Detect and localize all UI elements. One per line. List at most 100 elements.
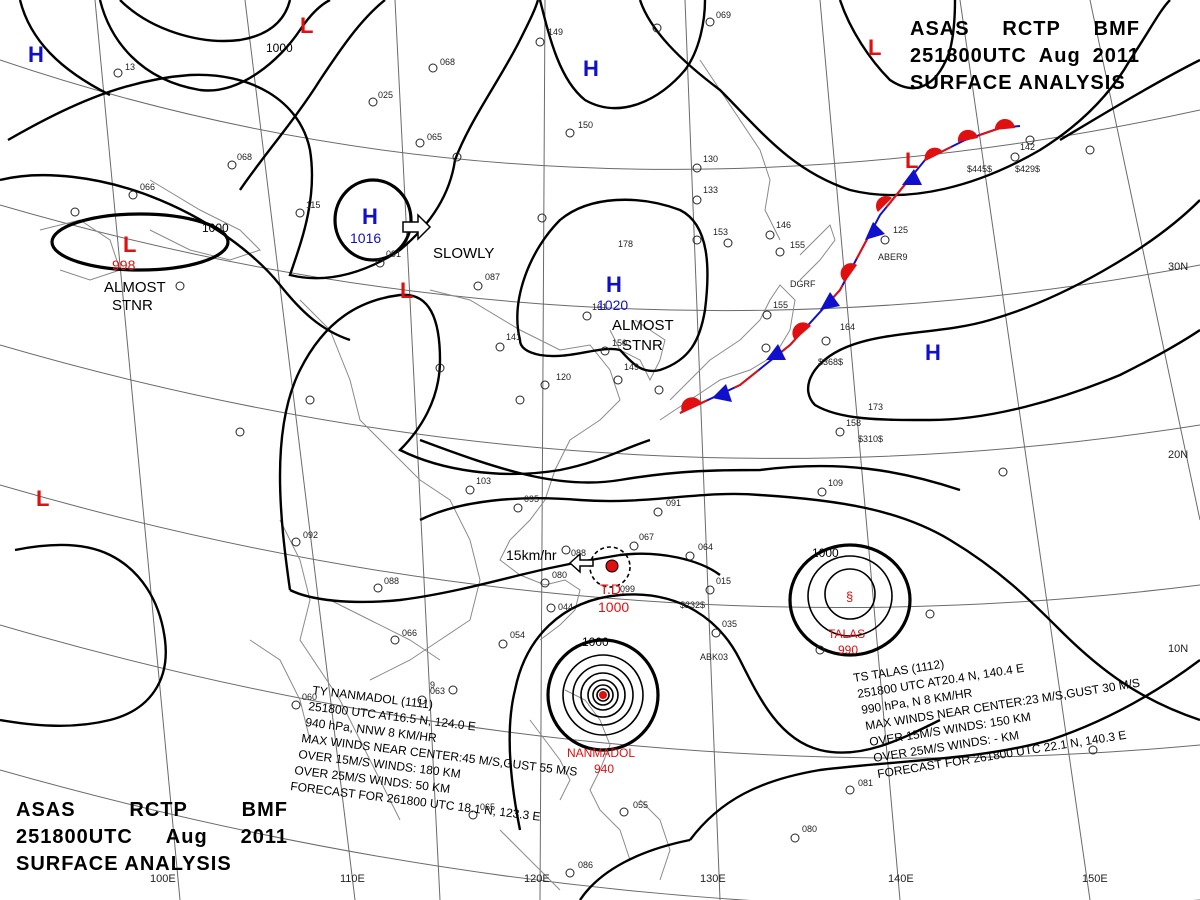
low-center: L (905, 148, 918, 173)
svg-text:099: 099 (620, 584, 635, 594)
valid-time: 251800UTC (16, 826, 133, 848)
storm-talas: § TALAS 990 (828, 589, 865, 657)
agency-code: BMF (1093, 18, 1140, 40)
lon-label-150e: 150E (1082, 873, 1108, 885)
svg-text:064: 064 (698, 542, 713, 552)
lon-label-110e: 110E (340, 873, 365, 885)
svg-text:146: 146 (776, 220, 791, 230)
valid-year: 2011 (240, 826, 288, 848)
svg-text:155: 155 (773, 300, 788, 310)
svg-text:STNR: STNR (622, 337, 663, 354)
pressure-centers: H H H H H L L L L L L (28, 13, 941, 511)
high-pressure-value: 1016 (350, 230, 381, 246)
header-title: SURFACE ANALYSIS (16, 853, 232, 875)
agency-code: ASAS (910, 18, 970, 40)
high-center: H (28, 42, 44, 67)
svg-text:068: 068 (237, 152, 252, 162)
svg-text:149: 149 (624, 362, 639, 372)
svg-text:092: 092 (303, 530, 318, 540)
lon-label-140e: 140E (888, 873, 914, 885)
svg-text:066: 066 (140, 182, 155, 192)
motion-labels: SLOWLY ALMOST STNR ALMOST STNR 15km/hr (104, 245, 674, 563)
svg-text:054: 054 (510, 630, 525, 640)
lon-label-130e: 130E (700, 873, 726, 885)
svg-text:150: 150 (578, 120, 593, 130)
svg-text:055: 055 (633, 800, 648, 810)
low-center: L (300, 13, 313, 38)
stationary-front (679, 118, 1021, 414)
svg-text:1000: 1000 (202, 221, 229, 235)
lon-label-100e: 100E (150, 873, 176, 885)
svg-text:ALMOST: ALMOST (104, 279, 166, 296)
svg-text:065: 065 (480, 802, 495, 812)
low-center: L (36, 486, 49, 511)
valid-year: 2011 (1092, 45, 1140, 67)
svg-text:149: 149 (548, 27, 563, 37)
svg-text:068: 068 (440, 57, 455, 67)
tropical-depression: T.D. 1000 (598, 559, 629, 615)
low-pressure-value: 998 (112, 257, 136, 273)
svg-text:044: 044 (558, 602, 573, 612)
svg-text:ABER9: ABER9 (878, 252, 908, 262)
valid-month: Aug (165, 826, 208, 848)
svg-text:142: 142 (1020, 142, 1035, 152)
lat-label-30n: 30N (1168, 261, 1188, 273)
closed-isobars (50, 178, 912, 752)
station-numbers: 13 068 066 115 091 065 068 025 087 141 120 161 1… (125, 10, 1035, 870)
header-time-row: 251800UTC Aug 2011 (16, 824, 288, 851)
svg-text:$310$: $310$ (858, 434, 883, 444)
agency-code: RCTP (1002, 18, 1061, 40)
svg-text:088: 088 (384, 576, 399, 586)
svg-text:091: 091 (666, 498, 681, 508)
high-center: H (925, 340, 941, 365)
high-pressure-value: 1020 (597, 297, 628, 313)
svg-text:080: 080 (552, 570, 567, 580)
svg-text:080: 080 (802, 824, 817, 834)
valid-time: 251800UTC (910, 45, 1027, 67)
svg-text:161: 161 (592, 302, 607, 312)
svg-text:1000: 1000 (582, 635, 609, 649)
svg-text:115: 115 (306, 200, 320, 210)
low-center: L (123, 232, 136, 257)
svg-text:060: 060 (302, 692, 317, 702)
typhoon-nanmadol: NANMADOL 940 (567, 691, 635, 776)
svg-text:067: 067 (639, 532, 654, 542)
svg-text:103: 103 (476, 476, 491, 486)
svg-text:153: 153 (713, 227, 728, 237)
svg-text:150: 150 (612, 338, 627, 348)
isobar-labels: 1000 1000 1000 1000 (202, 41, 839, 649)
svg-text:$232$: $232$ (680, 600, 705, 610)
agency-code: RCTP (129, 799, 188, 821)
cyclone-rings (562, 546, 893, 736)
svg-text:164: 164 (840, 322, 855, 332)
svg-text:087: 087 (485, 272, 500, 282)
lon-label-120e: 120E (524, 873, 550, 885)
svg-text:130: 130 (703, 154, 718, 164)
svg-text:$445$: $445$ (967, 164, 992, 174)
header-agency-row: ASAS RCTP BMF (910, 16, 1140, 43)
svg-text:133: 133 (703, 185, 718, 195)
nanmadol-pressure: 940 (594, 762, 614, 776)
svg-text:ALMOST: ALMOST (612, 317, 674, 334)
svg-text:155: 155 (790, 240, 805, 250)
svg-text:DGRF: DGRF (790, 279, 816, 289)
svg-text:095: 095 (524, 494, 539, 504)
motion-arrows (402, 213, 594, 574)
low-center: L (400, 278, 413, 303)
svg-text:9: 9 (430, 680, 435, 690)
agency-code: BMF (241, 799, 288, 821)
nanmadol-label: NANMADOL (567, 746, 635, 760)
svg-text:13: 13 (125, 62, 135, 72)
svg-text:035: 035 (722, 619, 737, 629)
svg-text:120: 120 (556, 372, 571, 382)
svg-text:ABK03: ABK03 (700, 652, 728, 662)
header-time-row: 251800UTC Aug 2011 (910, 43, 1140, 70)
header-bottom-left: ASAS RCTP BMF 251800UTC Aug 2011 SURFACE… (16, 797, 288, 878)
slowly-label: SLOWLY (433, 245, 494, 262)
storm-symbol-icon: § (846, 589, 853, 604)
talas-pressure: 990 (838, 643, 858, 657)
svg-text:125: 125 (893, 225, 908, 235)
header-top-right: ASAS RCTP BMF 251800UTC Aug 2011 SURFACE… (910, 16, 1140, 97)
